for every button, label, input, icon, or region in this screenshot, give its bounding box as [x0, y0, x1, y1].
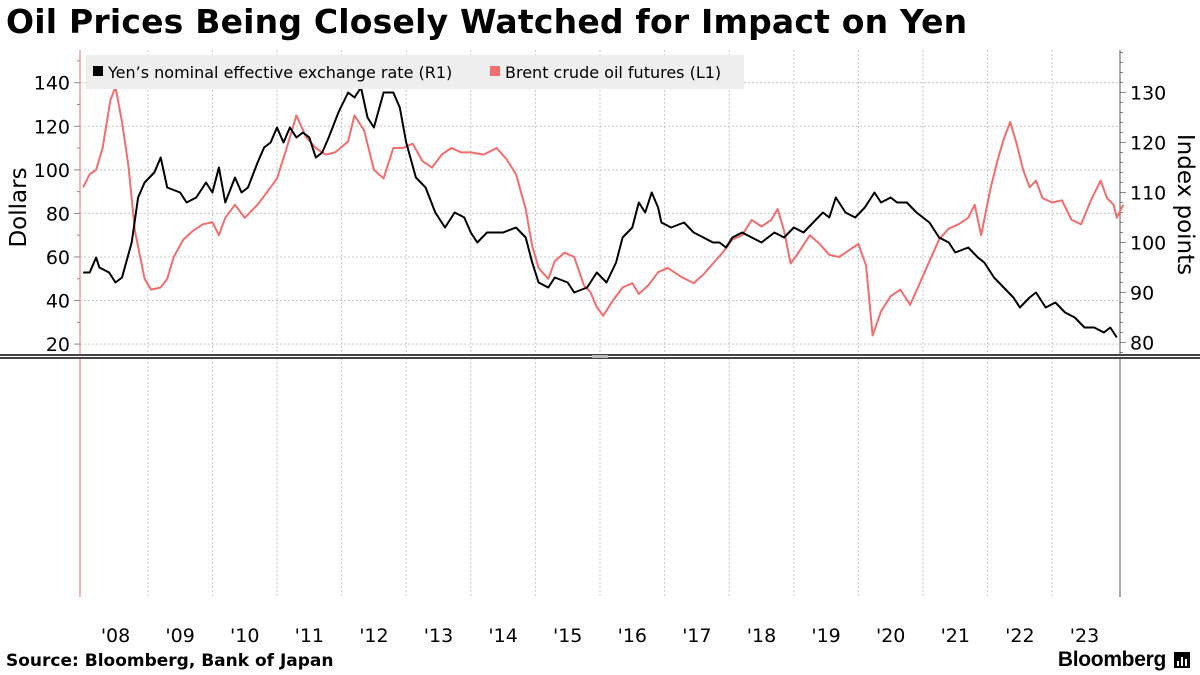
x-tick-label: '12: [359, 625, 388, 647]
series-lines: [82, 86, 1125, 339]
x-tick-label: '18: [747, 625, 776, 647]
series-line-brent: [82, 86, 1125, 337]
left-tick-label: 100: [34, 160, 70, 182]
page-title: Oil Prices Being Closely Watched for Imp…: [6, 2, 968, 41]
x-tick-label: '22: [1005, 625, 1034, 647]
x-tick-label: '23: [1070, 625, 1099, 647]
left-tick-label: 40: [46, 291, 70, 313]
legend-swatch-brent: [490, 66, 500, 76]
legend-label-yen: Yen’s nominal effective exchange rate (R…: [107, 63, 452, 82]
x-tick-label: '16: [618, 625, 647, 647]
right-tick-label: 120: [1130, 133, 1166, 155]
x-tick-label: '20: [876, 625, 905, 647]
x-tick-label: '14: [488, 625, 517, 647]
x-tick-label: '08: [101, 625, 130, 647]
legend-box: [86, 55, 744, 89]
left-tick-label: 120: [34, 116, 70, 138]
series-line-yen: [83, 86, 1118, 339]
legend-swatch-yen: [93, 66, 103, 76]
panel-divider-handle: [592, 355, 608, 358]
left-tick-label: 80: [46, 203, 70, 225]
legend-label-brent: Brent crude oil futures (L1): [505, 63, 721, 82]
right-tick-label: 130: [1130, 83, 1166, 105]
grid: [80, 50, 1120, 597]
right-tick-label: 90: [1130, 283, 1154, 305]
x-tick-label: '10: [230, 625, 259, 647]
bloomberg-terminal-icon: [1174, 652, 1190, 668]
left-tick-label: 20: [46, 334, 70, 356]
left-axis-title: Dollars: [6, 167, 32, 247]
left-tick-label: 140: [34, 73, 70, 95]
x-tick-label: '09: [165, 625, 194, 647]
source-note: Source: Bloomberg, Bank of Japan: [6, 651, 334, 671]
brand-logo: Bloomberg: [1057, 648, 1166, 671]
tick-labels: 20 40 60 80 100 120 140 80 90 100 110 120 130 '08 '09 '…: [6, 73, 1198, 647]
left-tick-label: 60: [46, 247, 70, 269]
x-tick-label: '17: [682, 625, 711, 647]
x-tick-label: '11: [295, 625, 324, 647]
right-axis-title: Index points: [1172, 134, 1198, 275]
x-tick-label: '21: [941, 625, 970, 647]
right-tick-label: 100: [1130, 233, 1166, 255]
right-tick-label: 80: [1130, 333, 1154, 355]
x-tick-label: '13: [424, 625, 453, 647]
axes: [0, 50, 1200, 597]
x-tick-label: '19: [811, 625, 840, 647]
x-tick-label: '15: [553, 625, 582, 647]
right-tick-label: 110: [1130, 183, 1166, 205]
legend: Yen’s nominal effective exchange rate (R…: [86, 55, 744, 89]
